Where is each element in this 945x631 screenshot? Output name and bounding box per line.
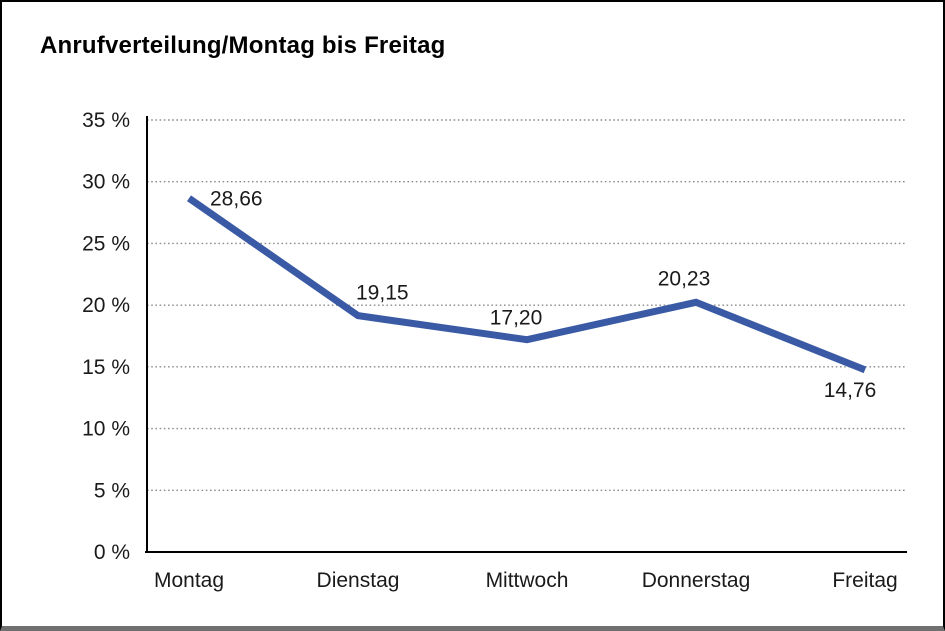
- chart-title: Anrufverteilung/Montag bis Freitag: [40, 32, 446, 59]
- value-label: 14,76: [824, 379, 877, 402]
- y-tick-label: 30 %: [82, 171, 130, 194]
- y-tick-label: 0 %: [94, 541, 130, 564]
- value-label: 28,66: [210, 187, 263, 210]
- value-label: 20,23: [658, 267, 711, 290]
- x-tick-label: Mittwoch: [486, 569, 569, 592]
- x-tick-label: Donnerstag: [642, 569, 751, 592]
- x-tick-label: Freitag: [832, 569, 897, 592]
- y-tick-label: 20 %: [82, 294, 130, 317]
- x-tick-label: Montag: [154, 569, 224, 592]
- y-tick-label: 15 %: [82, 356, 130, 379]
- y-tick-label: 25 %: [82, 232, 130, 255]
- series-line: [187, 195, 867, 374]
- y-tick-label: 5 %: [94, 479, 130, 502]
- y-tick-label: 35 %: [82, 109, 130, 132]
- x-tick-label: Dienstag: [317, 569, 400, 592]
- y-tick-label: 10 %: [82, 418, 130, 441]
- value-label: 19,15: [356, 282, 409, 305]
- value-label: 17,20: [490, 307, 543, 330]
